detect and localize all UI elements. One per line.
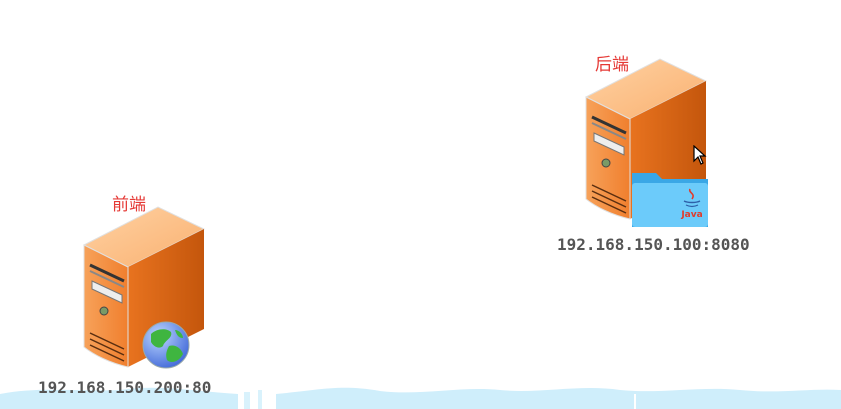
frontend-address: 192.168.150.200:80	[38, 378, 212, 397]
globe-icon	[142, 321, 190, 369]
java-folder-icon: Java	[632, 173, 708, 227]
backend-server-icon	[584, 58, 708, 220]
backend-title: 后端	[595, 55, 629, 75]
frontend-title: 前端	[112, 195, 146, 215]
mouse-cursor-icon	[693, 145, 707, 165]
water-strip	[0, 387, 841, 409]
backend-address: 192.168.150.100:8080	[557, 235, 750, 254]
java-folder-label: Java	[680, 210, 702, 220]
